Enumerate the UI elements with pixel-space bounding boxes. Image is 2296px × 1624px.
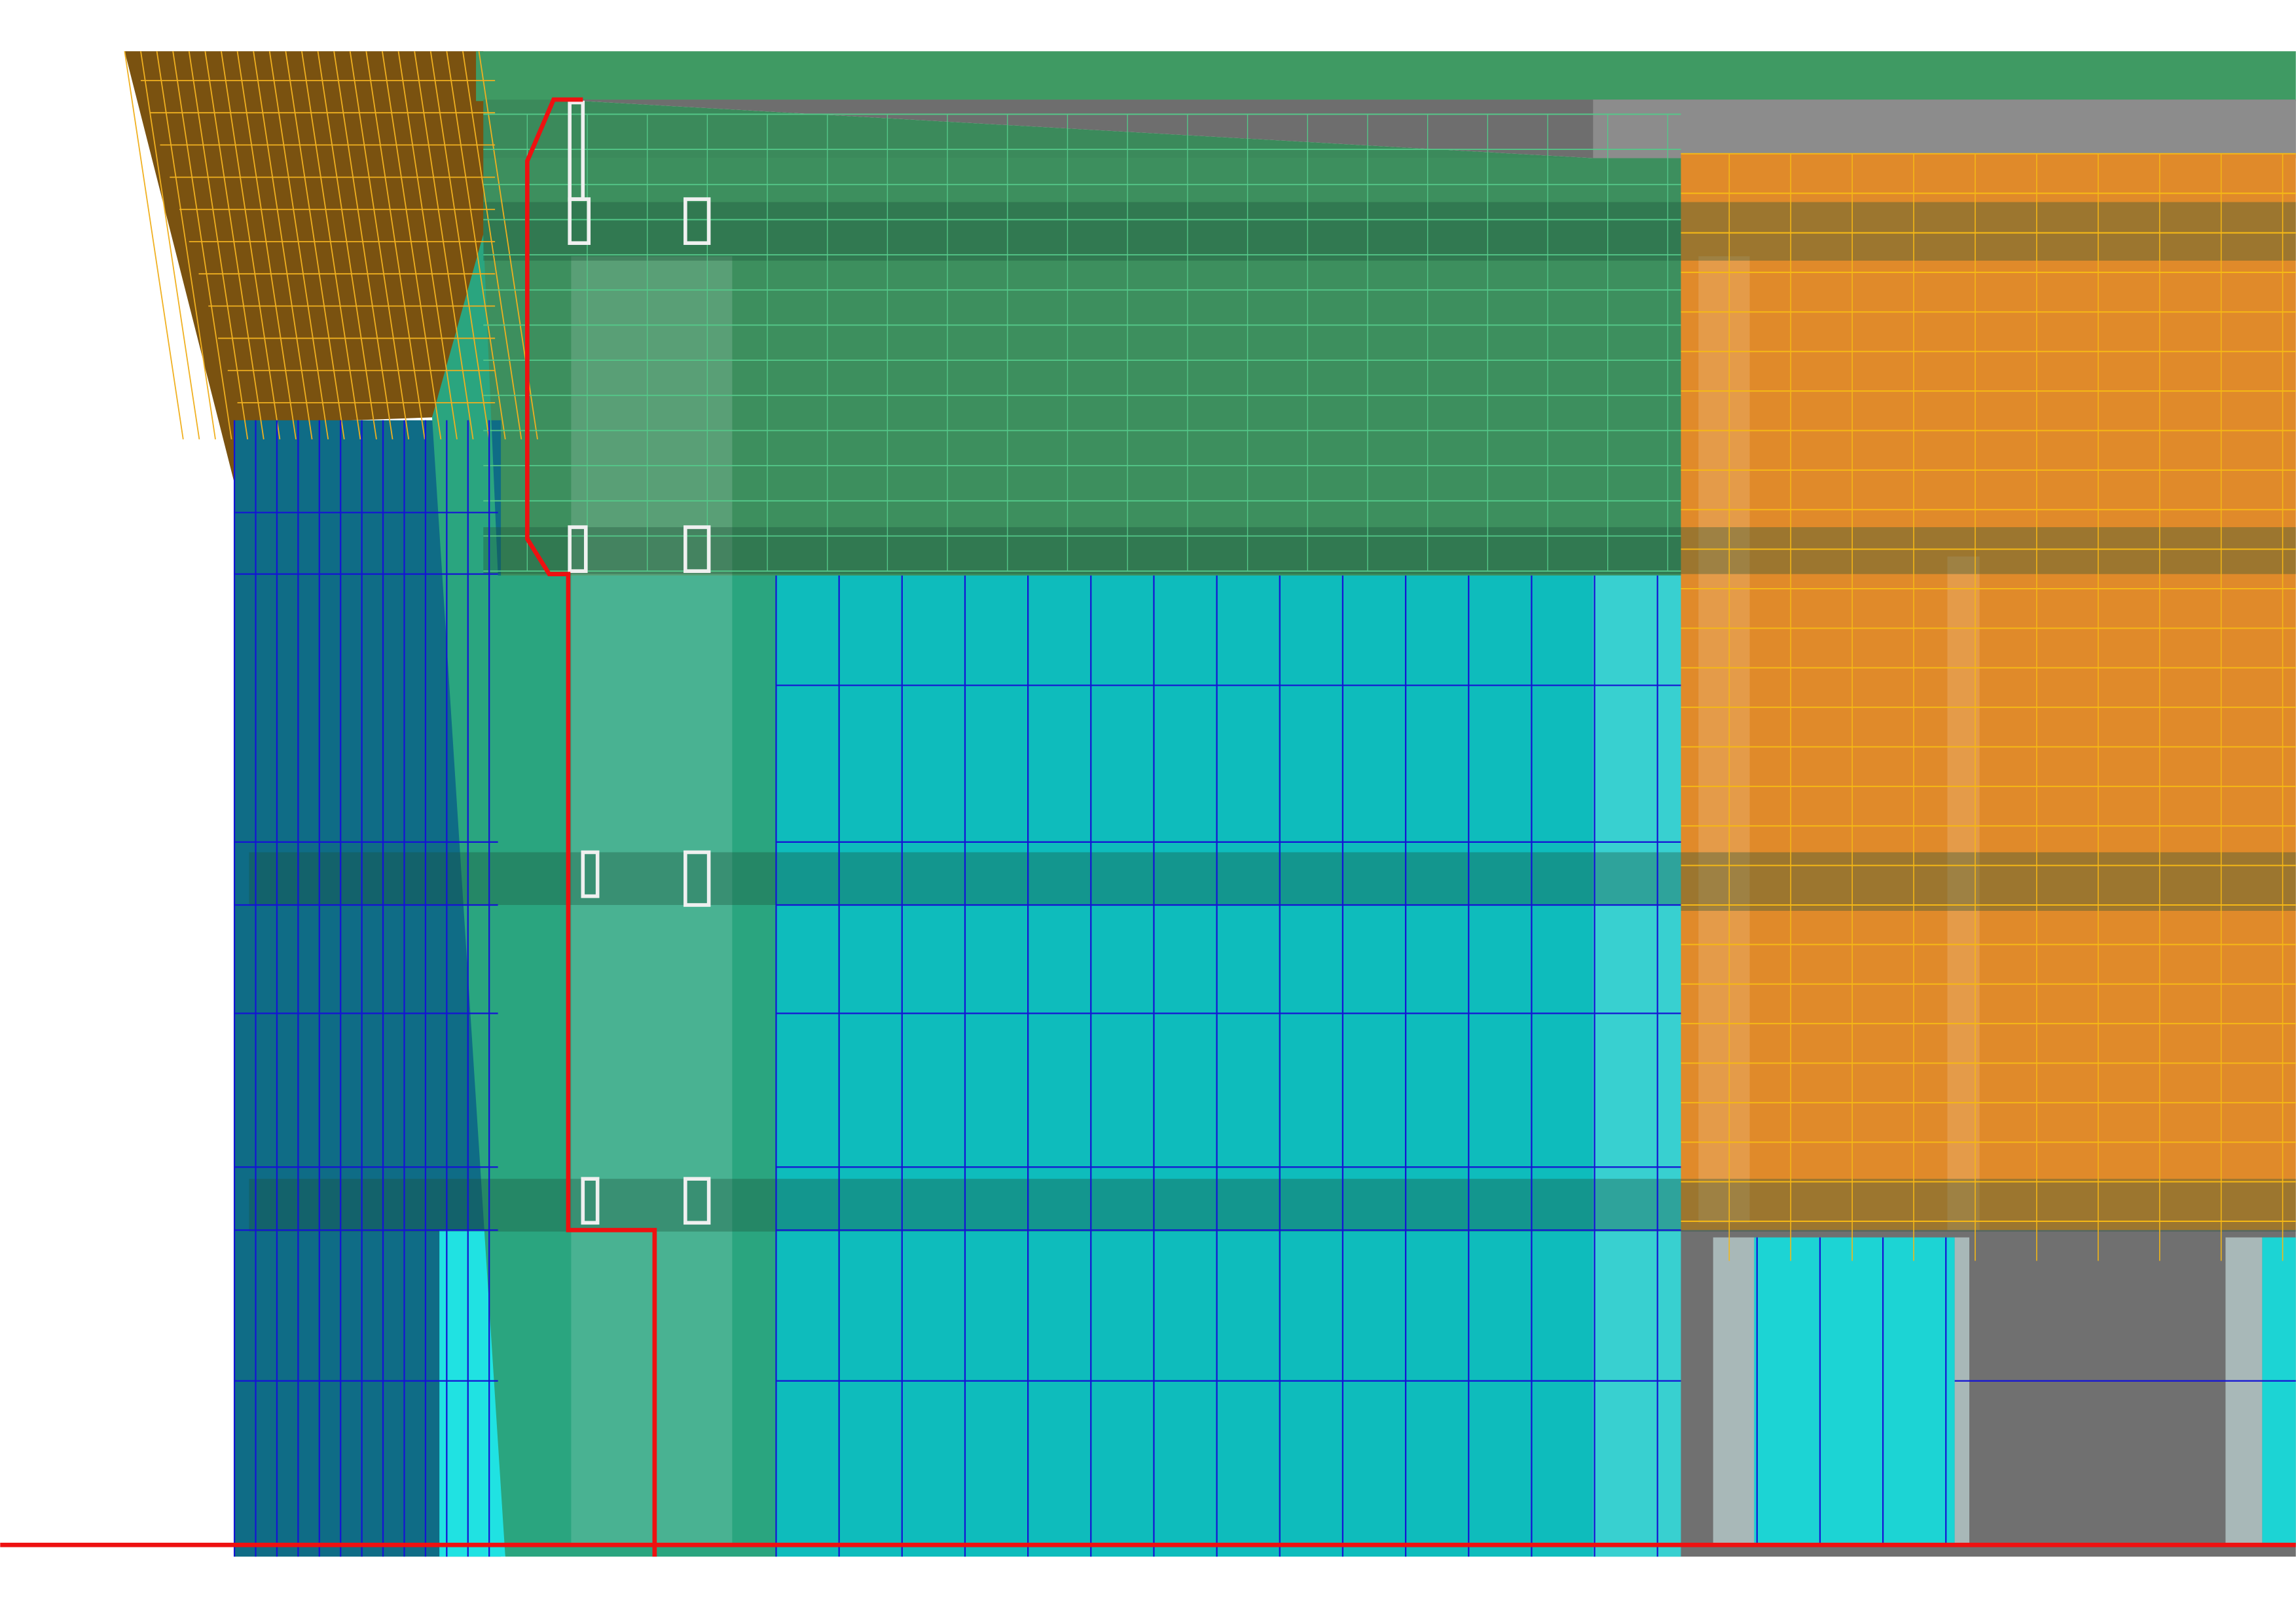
roof-hatch-line — [333, 51, 393, 440]
floor-band — [1681, 527, 2296, 574]
translucent-column — [1698, 256, 1750, 1223]
window-opening — [683, 1177, 711, 1225]
light-column — [1954, 1237, 1970, 1545]
floor-band — [1681, 1179, 2296, 1232]
translucent-column — [571, 256, 733, 1545]
roof-hatch-line — [236, 51, 297, 440]
roof-hatch-line — [414, 51, 474, 440]
roof-hatch-line — [446, 51, 506, 440]
roof-hatch-line — [188, 51, 249, 440]
roof-hatch-line — [204, 51, 264, 440]
roof-hatch-line — [301, 51, 361, 440]
roof-hatch-line — [221, 51, 281, 440]
window-opening — [581, 850, 600, 898]
orange-facade — [1681, 153, 2296, 1230]
roof-hatch-line — [365, 51, 426, 440]
green-facade — [483, 158, 1681, 579]
floor-band — [1681, 202, 2296, 261]
roof-hatch-line — [172, 51, 232, 440]
translucent-column — [1947, 556, 1980, 1230]
cyan-door-panel — [1754, 1237, 1955, 1545]
cyan-door-panel — [2262, 1237, 2296, 1545]
roof-cladding-panel — [124, 51, 505, 483]
window-opening — [683, 197, 711, 246]
boundary-line — [524, 97, 657, 1557]
floor-band — [1681, 852, 2296, 911]
light-column — [1713, 1237, 1755, 1545]
roof-hatch-line — [429, 51, 490, 440]
roof-hatch-line — [124, 51, 184, 440]
openings — [568, 100, 711, 1225]
roof-hatch-line — [140, 51, 200, 440]
floor-band — [483, 527, 1681, 574]
roof-hatch-line — [382, 51, 442, 440]
roof-hatch-line — [462, 51, 522, 440]
light-column — [2225, 1237, 2263, 1545]
roof-hatch-line — [397, 51, 458, 440]
window-opening — [568, 197, 591, 246]
mid-green-panel — [431, 234, 776, 1557]
floor-band — [483, 202, 1681, 261]
roof-hatch-line — [156, 51, 216, 440]
roof-hatch-line — [253, 51, 313, 440]
cyan-glazing — [776, 575, 1681, 1557]
cyan-glazing-bay — [1593, 575, 1681, 1557]
roof-hatch-line — [317, 51, 377, 440]
roof-hatch-line — [268, 51, 329, 440]
window-opening — [568, 525, 588, 573]
roof-hatch-line — [285, 51, 345, 440]
soffit-light — [1593, 100, 2296, 158]
roof-hatch-line — [349, 51, 410, 440]
top-band — [476, 51, 2296, 101]
window-opening — [683, 850, 711, 907]
window-opening — [581, 1177, 600, 1225]
window-opening — [683, 525, 711, 573]
facade-base — [124, 51, 2296, 1557]
